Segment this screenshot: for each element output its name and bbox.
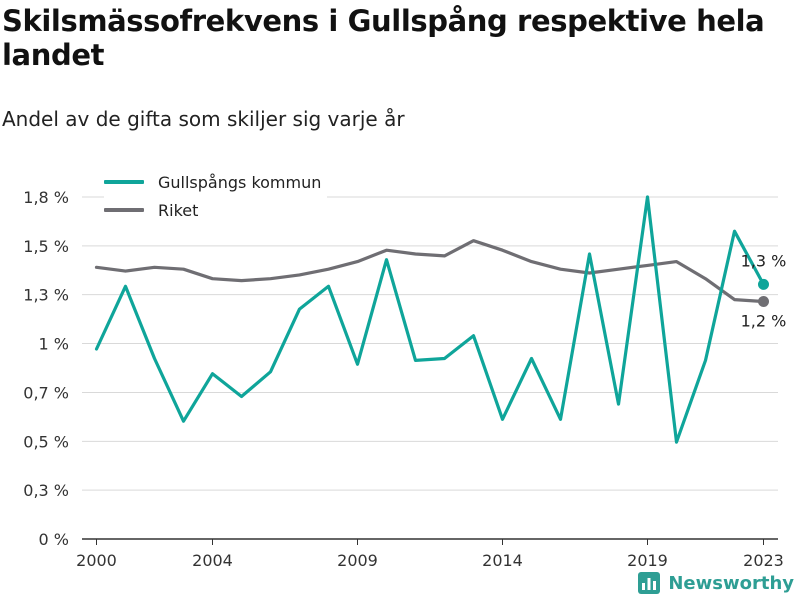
x-tick-label: 2009: [337, 551, 378, 570]
y-tick-label: 0 %: [39, 530, 69, 549]
legend-label-kommun: Gullspångs kommun: [158, 172, 322, 192]
x-tick-label: 2023: [743, 551, 784, 570]
x-tick-label: 2014: [482, 551, 523, 570]
end-point-riket: [758, 296, 769, 307]
x-axis: 2000 2004 2009 2014 2019 2023: [76, 538, 784, 570]
newsworthy-logo[interactable]: Newsworthy: [638, 572, 794, 594]
legend-swatch-kommun: [104, 180, 144, 184]
legend-item-riket: Riket: [104, 196, 321, 224]
series-line-riket: [94, 239, 766, 304]
y-tick-label: 1 %: [39, 334, 69, 353]
legend-item-kommun: Gullspångs kommun: [104, 168, 321, 196]
y-tick-label: 1,5 %: [23, 237, 69, 256]
y-tick-label: 0,5 %: [23, 432, 69, 451]
y-tick-label: 0,7 %: [23, 384, 69, 403]
x-tick-label: 2000: [76, 551, 117, 570]
series-lines: [94, 195, 766, 444]
y-tick-label: 1,3 %: [23, 286, 69, 305]
brand-name: Newsworthy: [668, 572, 794, 594]
end-point-kommun: [758, 278, 769, 290]
legend-swatch-riket: [104, 208, 144, 212]
legend-label-riket: Riket: [158, 200, 199, 220]
x-tick-label: 2004: [192, 551, 233, 570]
y-tick-label: 0,3 %: [23, 481, 69, 500]
end-label-riket: 1,2 %: [741, 312, 787, 331]
legend: Gullspångs kommun Riket: [104, 168, 328, 226]
end-label-kommun: 1,3 %: [741, 251, 787, 270]
chart-title: Skilsmässofrekvens i Gullspång respektiv…: [2, 4, 765, 72]
end-labels: 1,3 % 1,2 %: [741, 251, 787, 330]
grid-lines: [82, 196, 778, 491]
bar-chart-icon: [638, 572, 661, 594]
y-tick-label: 1,8 %: [23, 188, 69, 207]
x-tick-label: 2019: [627, 551, 668, 570]
series-line-kommun: [94, 195, 766, 444]
y-axis-labels: 0 % 0,3 % 0,5 % 0,7 % 1 % 1,3 % 1,5 % 1,8 %: [23, 188, 69, 549]
chart-subtitle: Andel av de gifta som skiljer sig varje …: [2, 107, 405, 131]
